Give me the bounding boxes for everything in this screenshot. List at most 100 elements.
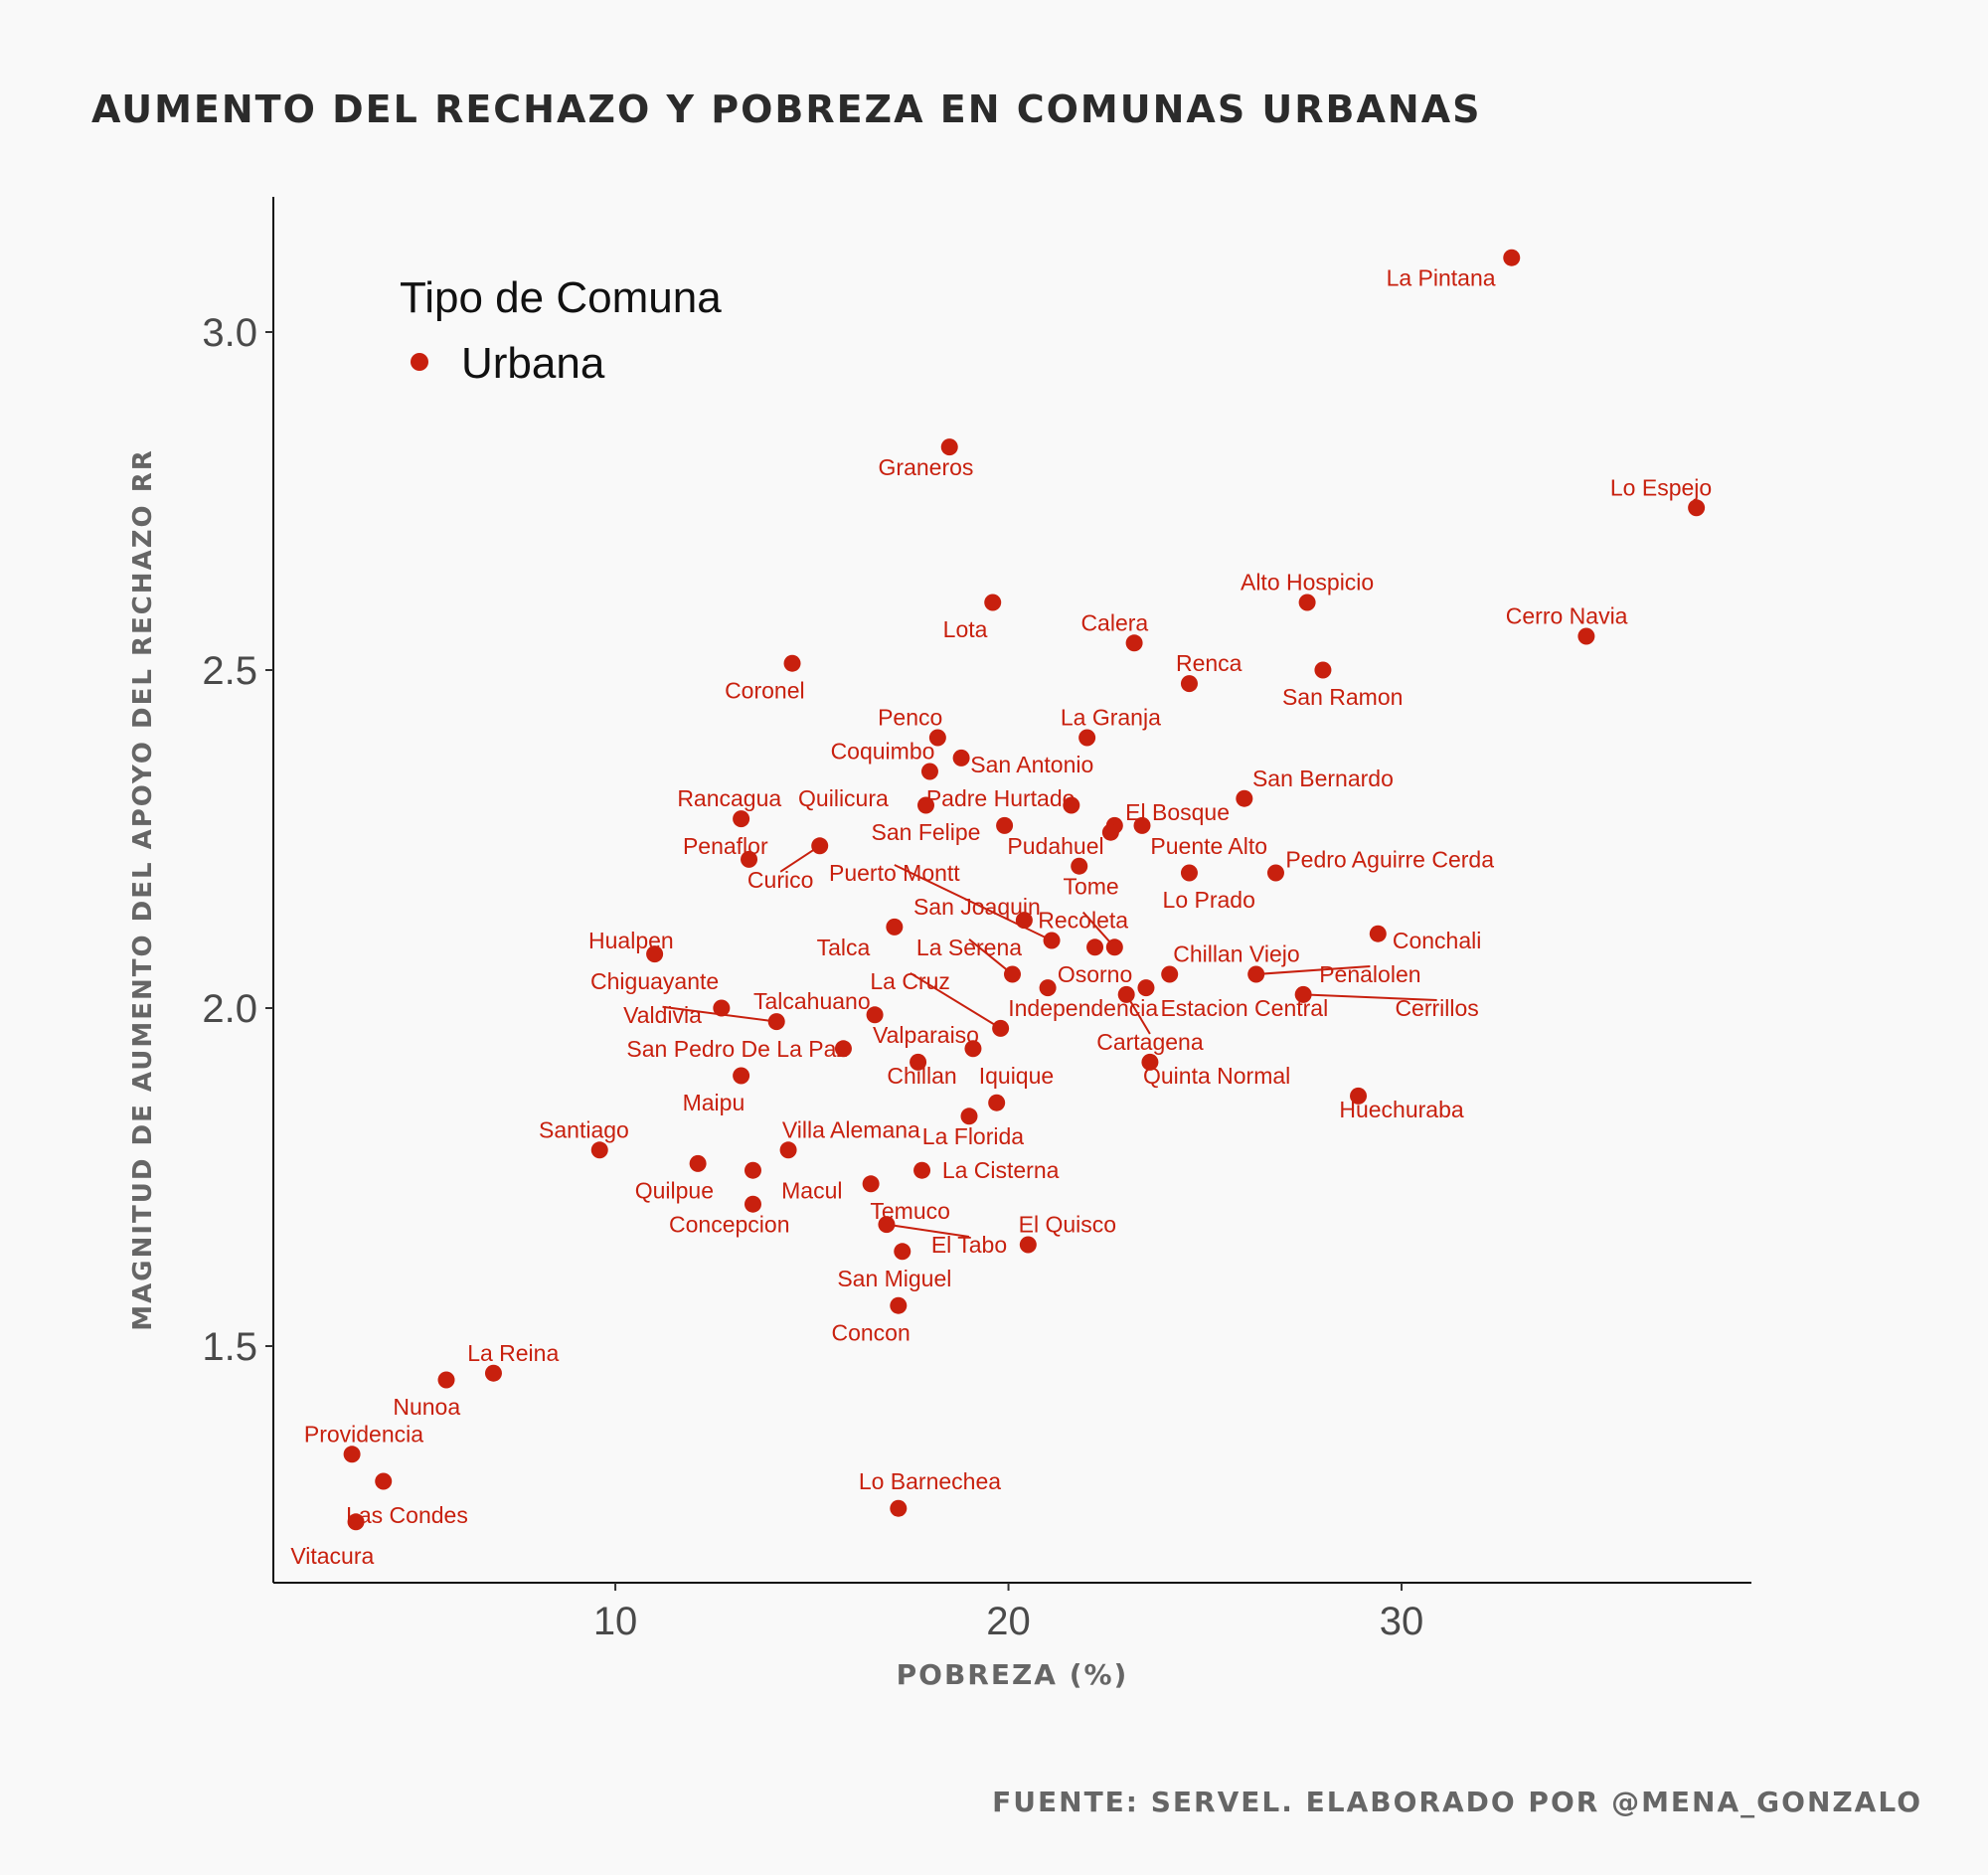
point-label: La Pintana	[1387, 265, 1496, 291]
point-label: Talca	[817, 935, 871, 960]
point-label: Recoleta	[1038, 908, 1128, 934]
y-tick-label: 2.0	[202, 987, 257, 1031]
point-label: Lo Prado	[1163, 887, 1255, 913]
data-point	[890, 1499, 908, 1517]
point-label: Chiguayante	[590, 968, 719, 994]
data-point	[940, 438, 958, 456]
y-tick-label: 2.5	[202, 649, 257, 693]
data-point	[988, 1094, 1006, 1111]
data-point	[1071, 857, 1088, 875]
point-label: Maipu	[683, 1090, 746, 1115]
data-point	[992, 1019, 1010, 1037]
data-point	[1369, 925, 1387, 942]
data-point	[343, 1446, 361, 1463]
point-label: Providencia	[304, 1421, 423, 1447]
data-point	[744, 1195, 761, 1213]
x-tick-label: 10	[593, 1600, 638, 1643]
data-point	[1294, 985, 1312, 1003]
point-label: Osorno	[1058, 961, 1132, 987]
data-point	[646, 945, 664, 963]
point-label: Concon	[831, 1319, 910, 1345]
point-label: La Cruz	[870, 968, 950, 994]
data-point	[375, 1472, 393, 1490]
data-point	[1350, 1087, 1368, 1105]
point-label: Temuco	[870, 1198, 950, 1224]
data-point	[862, 1175, 880, 1193]
point-label: Graneros	[879, 454, 974, 480]
point-label: Lota	[943, 616, 988, 642]
data-point	[1161, 965, 1179, 983]
point-label: Alto Hospicio	[1241, 570, 1374, 596]
data-point	[811, 837, 829, 855]
data-point	[590, 1141, 608, 1159]
point-label: Penalolen	[1319, 961, 1420, 987]
point-label: Independencia	[1008, 995, 1158, 1021]
point-label: Quilpue	[635, 1178, 714, 1204]
data-point	[916, 796, 934, 814]
data-point	[1004, 965, 1021, 983]
point-label: Lo Barnechea	[859, 1468, 1001, 1494]
data-point	[1117, 985, 1135, 1003]
data-point	[1180, 675, 1198, 693]
data-point	[964, 1040, 982, 1058]
label-connector	[968, 938, 1014, 975]
point-label: Nunoa	[393, 1394, 460, 1420]
data-point	[1180, 864, 1198, 882]
data-point	[920, 763, 938, 780]
data-point	[984, 594, 1002, 611]
point-label: La Cisterna	[942, 1157, 1060, 1183]
data-point	[713, 999, 731, 1017]
point-label: Penco	[878, 705, 942, 731]
legend-entry-label: Urbana	[461, 339, 605, 388]
label-connector	[1303, 993, 1437, 1001]
point-label: Rancagua	[677, 785, 781, 811]
point-label: Lo Espejo	[1610, 474, 1712, 500]
point-label: Concepcion	[669, 1212, 789, 1238]
point-label: Cerro Navia	[1506, 603, 1628, 629]
data-point	[1086, 938, 1104, 956]
point-label: Penaflor	[683, 833, 768, 859]
point-label: Padre Hurtado	[926, 785, 1076, 811]
chart-title: AUMENTO DEL RECHAZO Y POBREZA EN COMUNAS…	[91, 87, 1482, 131]
point-label: Cartagena	[1096, 1029, 1204, 1055]
data-point	[913, 1161, 931, 1179]
point-label: Pudahuel	[1007, 833, 1103, 859]
data-point	[1015, 912, 1033, 930]
point-label: San Joaquin	[913, 894, 1041, 920]
point-label: Tome	[1063, 874, 1118, 900]
point-label: Las Condes	[346, 1502, 468, 1528]
point-label: Quilicura	[798, 785, 889, 811]
point-label: Conchali	[1393, 928, 1482, 953]
point-label: La Granja	[1061, 705, 1161, 731]
point-label: Coronel	[725, 677, 805, 703]
y-tick-label: 3.0	[202, 311, 257, 355]
data-point	[779, 1141, 797, 1159]
point-label: Valparaiso	[873, 1022, 979, 1048]
point-label: San Ramon	[1282, 684, 1403, 710]
point-label: Huechuraba	[1339, 1097, 1464, 1122]
data-point	[741, 850, 758, 868]
legend-marker	[411, 353, 428, 371]
label-connector	[886, 1223, 970, 1238]
point-label: Pedro Aguirre Cerda	[1285, 846, 1494, 872]
point-label: Chillan Viejo	[1173, 941, 1299, 967]
data-point	[1133, 816, 1151, 834]
x-tick-label: 20	[986, 1600, 1031, 1643]
data-point	[733, 810, 750, 828]
data-point	[996, 816, 1014, 834]
point-label: Vitacura	[290, 1543, 374, 1569]
data-point	[1266, 864, 1284, 882]
point-label: San Pedro De La Paz	[626, 1036, 847, 1062]
data-point	[347, 1513, 365, 1531]
point-label: Calera	[1080, 609, 1148, 635]
point-label: Quinta Normal	[1143, 1063, 1290, 1089]
point-label: Renca	[1176, 650, 1242, 676]
legend-title: Tipo de Comuna	[400, 273, 722, 322]
data-point	[952, 749, 970, 767]
point-label: Puerto Montt	[829, 860, 960, 886]
data-point	[484, 1364, 502, 1382]
data-point	[744, 1161, 761, 1179]
point-label: Chillan	[887, 1063, 956, 1089]
point-label: Iquique	[979, 1063, 1054, 1089]
